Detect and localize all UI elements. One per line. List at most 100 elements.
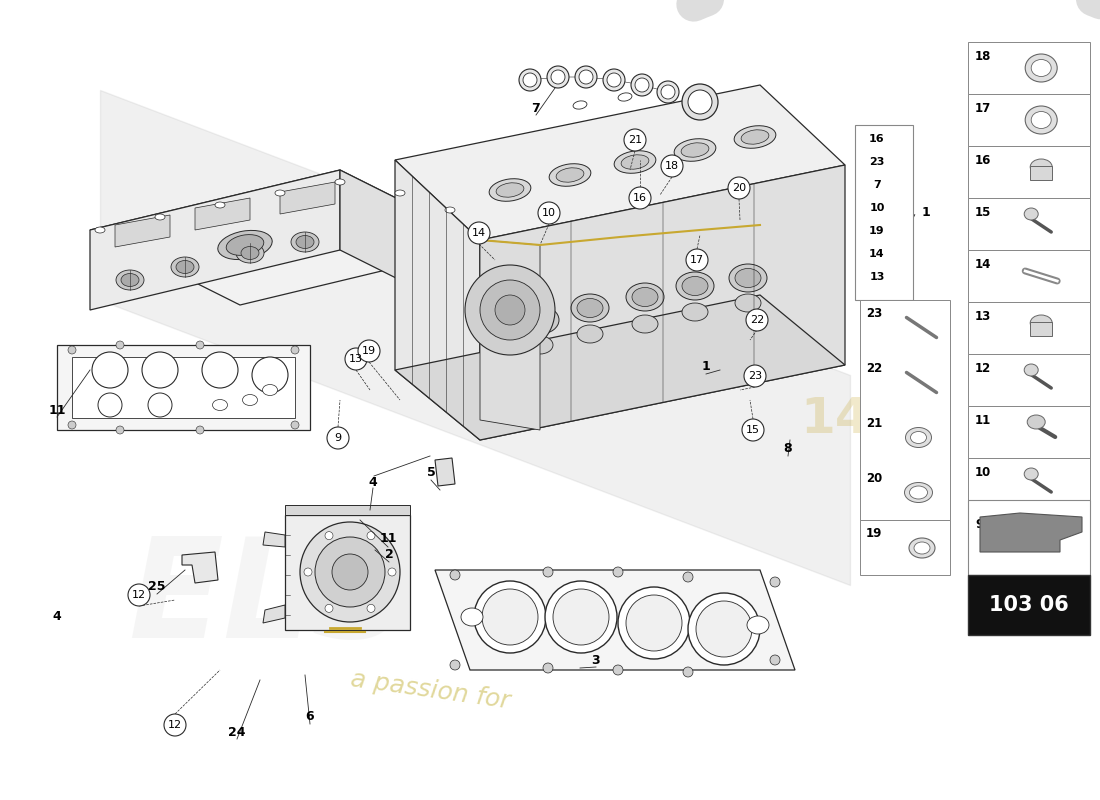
Ellipse shape (1031, 315, 1053, 331)
Ellipse shape (1024, 364, 1038, 376)
Circle shape (468, 222, 490, 244)
Polygon shape (434, 570, 795, 670)
Ellipse shape (1031, 111, 1052, 129)
Ellipse shape (674, 138, 716, 162)
Ellipse shape (236, 243, 264, 263)
Text: 20: 20 (866, 472, 882, 485)
Circle shape (629, 187, 651, 209)
Text: 22: 22 (866, 362, 882, 375)
Ellipse shape (275, 190, 285, 196)
Circle shape (327, 427, 349, 449)
Circle shape (116, 341, 124, 349)
Ellipse shape (632, 287, 658, 306)
Text: 12: 12 (975, 362, 991, 375)
Circle shape (575, 66, 597, 88)
Circle shape (746, 309, 768, 331)
Text: 16: 16 (632, 193, 647, 203)
Text: 17: 17 (690, 255, 704, 265)
Polygon shape (480, 165, 845, 440)
Polygon shape (263, 532, 285, 547)
Ellipse shape (461, 608, 483, 626)
Ellipse shape (1025, 54, 1057, 82)
Bar (860, 300, 950, 520)
Polygon shape (395, 160, 480, 440)
Bar (1032, 530, 1050, 546)
Text: 19: 19 (362, 346, 376, 356)
Ellipse shape (663, 86, 676, 94)
Circle shape (631, 74, 653, 96)
Ellipse shape (626, 283, 664, 311)
Ellipse shape (95, 227, 104, 233)
Ellipse shape (176, 261, 194, 274)
Polygon shape (57, 345, 310, 430)
Bar (968, 500, 1090, 575)
Text: 4: 4 (368, 475, 377, 489)
Text: 6: 6 (306, 710, 315, 723)
Ellipse shape (521, 306, 559, 334)
Circle shape (553, 589, 609, 645)
Text: 23: 23 (869, 157, 884, 167)
Circle shape (292, 346, 299, 354)
Circle shape (522, 73, 537, 87)
Ellipse shape (241, 246, 258, 259)
Text: 3: 3 (592, 654, 601, 666)
Circle shape (367, 604, 375, 612)
Text: 1: 1 (702, 361, 711, 374)
Circle shape (579, 70, 593, 84)
Bar (968, 406, 1090, 458)
Bar (968, 94, 1090, 146)
Circle shape (661, 85, 675, 99)
Circle shape (450, 660, 460, 670)
Bar (968, 458, 1090, 510)
Text: 14: 14 (472, 228, 486, 238)
Bar (1031, 322, 1053, 336)
Text: 21: 21 (866, 417, 882, 430)
Ellipse shape (621, 154, 649, 170)
Circle shape (519, 69, 541, 91)
Text: 4: 4 (53, 610, 62, 623)
Ellipse shape (578, 298, 603, 318)
Text: 14: 14 (869, 249, 884, 259)
Ellipse shape (549, 164, 591, 186)
Circle shape (148, 393, 172, 417)
Circle shape (324, 532, 333, 540)
Circle shape (742, 419, 764, 441)
Ellipse shape (296, 235, 314, 249)
Circle shape (613, 665, 623, 675)
Text: 10: 10 (542, 208, 556, 218)
Ellipse shape (490, 178, 531, 202)
Circle shape (142, 352, 178, 388)
Ellipse shape (735, 269, 761, 287)
Polygon shape (195, 198, 250, 230)
Polygon shape (434, 458, 455, 486)
Text: 23: 23 (866, 307, 882, 320)
Ellipse shape (218, 230, 272, 259)
Circle shape (292, 421, 299, 429)
Circle shape (657, 81, 679, 103)
Ellipse shape (571, 294, 609, 322)
Circle shape (482, 589, 538, 645)
Text: 10: 10 (975, 466, 991, 479)
Ellipse shape (116, 270, 144, 290)
Circle shape (474, 581, 546, 653)
Polygon shape (90, 170, 490, 305)
Ellipse shape (1031, 159, 1053, 175)
Circle shape (128, 584, 150, 606)
Polygon shape (280, 182, 336, 214)
Text: 13: 13 (869, 272, 884, 282)
Ellipse shape (632, 315, 658, 333)
Circle shape (544, 581, 617, 653)
Circle shape (196, 426, 204, 434)
Bar (968, 250, 1090, 302)
Circle shape (618, 587, 690, 659)
Circle shape (547, 66, 569, 88)
Circle shape (495, 295, 525, 325)
Circle shape (682, 84, 718, 120)
Ellipse shape (618, 93, 631, 101)
Bar (968, 302, 1090, 354)
Ellipse shape (1024, 208, 1038, 220)
Circle shape (98, 393, 122, 417)
Ellipse shape (214, 202, 225, 208)
Text: 5: 5 (427, 466, 436, 479)
Bar (855, 125, 913, 300)
